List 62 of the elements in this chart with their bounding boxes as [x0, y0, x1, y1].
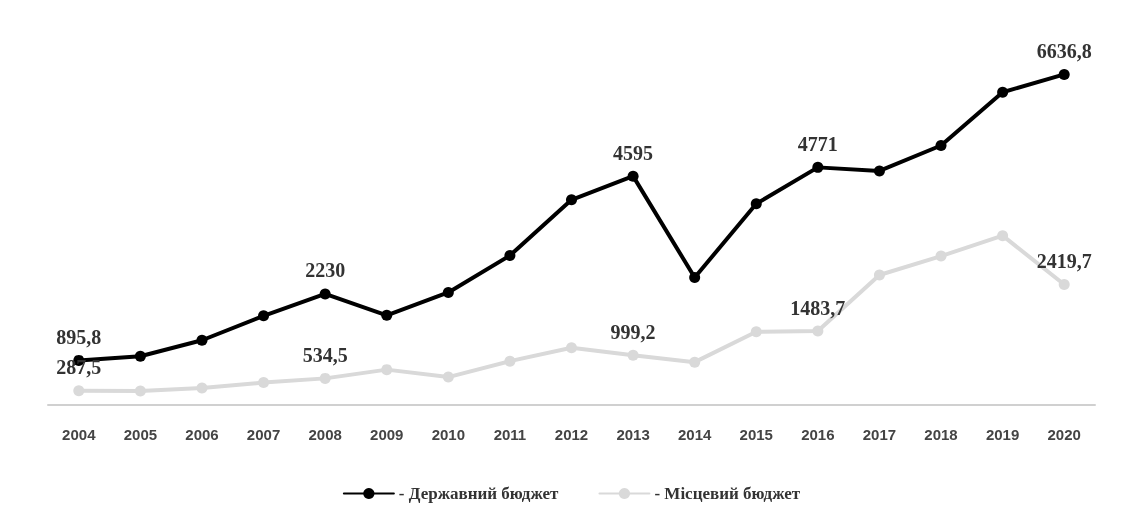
point — [1058, 68, 1070, 80]
data-label: 1483,7 — [790, 296, 846, 319]
x-tick-label: 2006 — [185, 426, 219, 443]
point — [997, 86, 1009, 98]
point — [935, 140, 947, 152]
point — [566, 342, 577, 354]
point — [689, 272, 701, 283]
point — [627, 349, 639, 361]
x-tick-label: 2005 — [123, 426, 158, 443]
data-label: 287,5 — [56, 356, 102, 379]
data-label: 4771 — [797, 132, 838, 155]
x-tick-label: 2007 — [246, 426, 281, 443]
data-label: 999,2 — [610, 320, 656, 343]
point — [196, 334, 208, 346]
point — [750, 326, 762, 338]
point — [935, 250, 947, 262]
x-tick-label: 2013 — [616, 426, 650, 443]
point — [812, 161, 824, 173]
data-label: 534,5 — [302, 343, 348, 366]
point — [442, 286, 454, 298]
x-tick-label: 2009 — [370, 426, 404, 443]
x-tick-label: 2012 — [554, 426, 589, 443]
point — [73, 385, 85, 397]
x-tick-label: 2014 — [677, 426, 713, 443]
data-label: 2230 — [305, 259, 346, 282]
point — [504, 250, 516, 262]
point — [319, 372, 331, 384]
point — [442, 371, 454, 383]
x-tick-label: 2010 — [431, 426, 466, 443]
point — [258, 377, 270, 389]
data-label: 6636,8 — [1036, 39, 1092, 62]
x-tick-label: 2019 — [985, 426, 1020, 443]
x-tick-label: 2004 — [62, 426, 97, 443]
point — [689, 356, 701, 368]
x-tick-label: 2016 — [801, 426, 835, 443]
point — [319, 288, 331, 300]
point — [750, 198, 762, 210]
point — [873, 165, 885, 177]
point — [134, 350, 146, 362]
point — [997, 230, 1009, 242]
data-label: 2419,7 — [1036, 249, 1092, 272]
point — [873, 269, 885, 281]
point — [812, 325, 824, 337]
point — [196, 382, 208, 394]
point — [381, 364, 393, 376]
point — [134, 385, 146, 397]
x-tick-label: 2008 — [308, 426, 342, 443]
point — [627, 170, 639, 182]
data-label: 4595 — [613, 141, 654, 164]
legend-label: - Державний бюджет — [398, 484, 560, 503]
data-label: 895,8 — [56, 325, 102, 348]
x-tick-label: 2017 — [862, 426, 897, 443]
point — [381, 309, 393, 321]
point — [566, 194, 577, 206]
x-tick-label: 2011 — [493, 426, 527, 443]
point — [1058, 278, 1070, 290]
point — [504, 355, 516, 367]
x-tick-label: 2015 — [739, 426, 773, 443]
legend-label: - Місцевий бюджет — [654, 484, 801, 503]
point — [258, 310, 270, 322]
x-tick-label: 2020 — [1047, 426, 1081, 443]
x-tick-label: 2018 — [924, 426, 958, 443]
